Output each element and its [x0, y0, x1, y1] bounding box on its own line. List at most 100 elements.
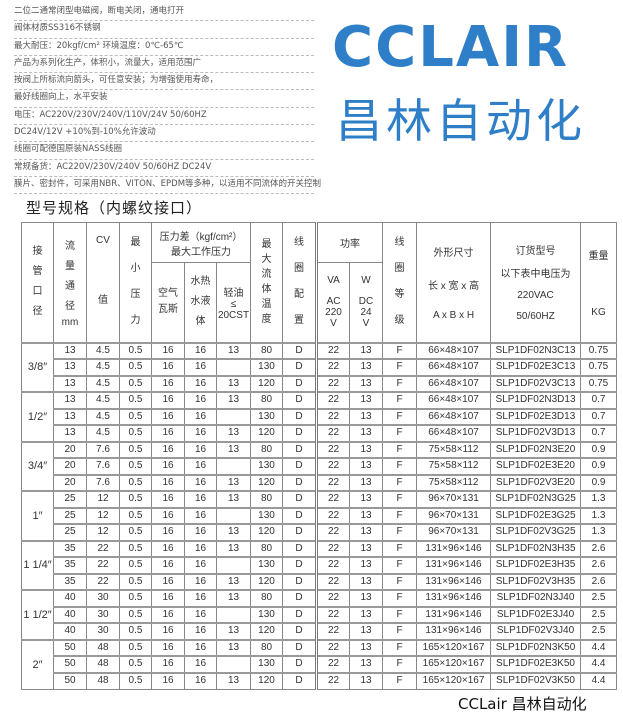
table-cell: 13: [215, 424, 252, 442]
table-row: 25 12 0.5 16 16 130 D 22 13 F 96×70×131 SLP1DF02E3G…: [22, 506, 618, 525]
table-cell: 120: [250, 374, 284, 393]
table-cell: 16: [184, 556, 217, 574]
table-cell: 80: [250, 391, 284, 409]
table-cell: 0.7: [580, 391, 618, 409]
table-cell: SLP1DF02N3C13: [490, 341, 582, 360]
table-cell: 22: [315, 473, 351, 492]
table-cell: 0.5: [119, 457, 152, 475]
watermark-chinese: 昌林自动化: [336, 94, 586, 148]
table-cell: 2.6: [580, 572, 618, 591]
table-cell: 4.4: [580, 655, 618, 673]
table-cell: 48: [86, 655, 120, 673]
table-cell: 22: [315, 605, 351, 624]
table-cell: 130: [250, 506, 284, 525]
table-cell: 130: [250, 407, 284, 426]
table-row: 3/4″ 20 7.6 0.5 16 16 13 80 D 22 13 F 75×58×112 SLP1D…: [21, 440, 618, 492]
table-row: 1″ 25 12 0.5 16 16 13 80 D 22 13 F 96×70×131 SLP1DF02…: [21, 490, 618, 541]
table-cell: SLP1DF02N3G25: [490, 490, 582, 508]
table-cell: SLP1DF02V3G25: [490, 523, 582, 541]
table-cell: F: [382, 671, 418, 690]
table-cell: 30: [86, 605, 120, 624]
table-cell: 13: [349, 671, 384, 690]
table-cell: D: [282, 391, 318, 409]
table-cell: 13: [53, 391, 87, 409]
table-cell: 22: [315, 374, 351, 393]
description-line: 阀体材质SS316不锈钢: [14, 21, 314, 39]
table-cell: 0.5: [119, 539, 152, 558]
table-cell: D: [282, 622, 318, 640]
table-cell: 13: [349, 523, 384, 541]
table-cell: 16: [151, 440, 185, 459]
port-size-cell: 1/2″: [21, 391, 54, 442]
table-cell: 16: [184, 671, 217, 690]
table-cell: F: [382, 374, 418, 393]
table-cell: 22: [315, 589, 351, 607]
table-cell: 66×48×107: [416, 391, 492, 409]
table-cell: SLP1DF02N3J40: [490, 589, 582, 607]
table-cell: 12: [86, 490, 120, 508]
table-cell: 12: [86, 506, 120, 525]
table-cell: 130: [250, 655, 284, 673]
table-cell: F: [382, 358, 418, 376]
table-cell: 13: [215, 622, 252, 640]
table-row: 3/8″ 13 4.5 0.5 16 16 13 80 D 22 13 F 66×48×107 SLP1D…: [21, 341, 618, 393]
table-cell: D: [282, 506, 318, 525]
table-cell: 13: [349, 440, 384, 459]
table-cell: 80: [250, 539, 284, 558]
table-cell: SLP1DF02N3K50: [490, 638, 582, 657]
table-cell: 75×58×112: [416, 473, 492, 492]
table-cell: SLP1DF02E3G25: [490, 506, 582, 525]
table-cell: 22: [315, 440, 351, 459]
table-cell: 120: [250, 572, 284, 591]
header-coil-grade: 线圈等级: [382, 222, 418, 343]
table-cell: 16: [184, 391, 217, 409]
table-cell: 16: [184, 622, 217, 640]
table-cell: 30: [86, 589, 120, 607]
table-cell: 4.5: [86, 391, 120, 409]
description-line: 线圈可配德国原装NASS线圈: [14, 142, 314, 160]
description-line: 电压：AC220V/230V/240V/110V/24V 50/60HZ: [14, 108, 314, 126]
table-cell: 16: [151, 424, 185, 442]
table-cell: 16: [151, 407, 185, 426]
table-cell: 131×96×146: [416, 539, 492, 558]
table-cell: D: [282, 490, 318, 508]
table-cell: 80: [250, 440, 284, 459]
table-cell: 130: [250, 605, 284, 624]
table-cell: 13: [53, 358, 87, 376]
table-cell: 96×70×131: [416, 490, 492, 508]
table-cell: 22: [315, 556, 351, 574]
table-row: 1 1/4″ 35 22 0.5 16 16 13 80 D 22 13 F 131×96×146 SLP…: [21, 539, 618, 591]
table-cell: 16: [151, 556, 185, 574]
table-cell: 13: [349, 506, 384, 525]
table-cell: 16: [151, 539, 185, 558]
table-cell: 0.5: [119, 358, 152, 376]
table-cell: 40: [53, 605, 87, 624]
table-cell: 22: [315, 391, 351, 409]
table-cell: 16: [184, 374, 217, 393]
table-cell: 16: [184, 506, 217, 525]
table-cell: 25: [53, 490, 87, 508]
table-cell: 120: [250, 473, 284, 492]
table-row: 13 4.5 0.5 16 16 130 D 22 13 F 66×48×107 SLP1DF02E3…: [22, 358, 618, 376]
spec-table: 接管口径 流量通径 mm CV 值 最小压力 压力差（kgf/cm²） 最大工作压力 …: [21, 222, 618, 690]
table-cell: 1.3: [580, 523, 618, 541]
table-cell: 16: [151, 374, 185, 393]
table-cell: 16: [151, 506, 185, 525]
table-cell: 13: [349, 655, 384, 673]
description-line: 二位二通常闭型电磁阀，断电关闭，通电打开: [14, 4, 314, 22]
table-cell: 0.75: [580, 341, 618, 360]
table-cell: [215, 605, 252, 624]
table-cell: 7.6: [86, 457, 120, 475]
table-cell: 16: [151, 572, 185, 591]
description-line: 最大耐压：20kgf/cm² 环境温度：0℃-65℃: [14, 39, 314, 56]
table-cell: 13: [215, 572, 252, 591]
table-cell: 120: [250, 424, 284, 442]
table-cell: D: [282, 638, 318, 657]
table-cell: F: [382, 572, 418, 591]
port-size-cell: 2″: [21, 638, 54, 690]
table-cell: 22: [315, 539, 351, 558]
table-cell: 22: [315, 358, 351, 376]
table-cell: 13: [215, 440, 252, 459]
header-cv: CV 值: [86, 222, 120, 343]
table-cell: 0.5: [119, 605, 152, 624]
